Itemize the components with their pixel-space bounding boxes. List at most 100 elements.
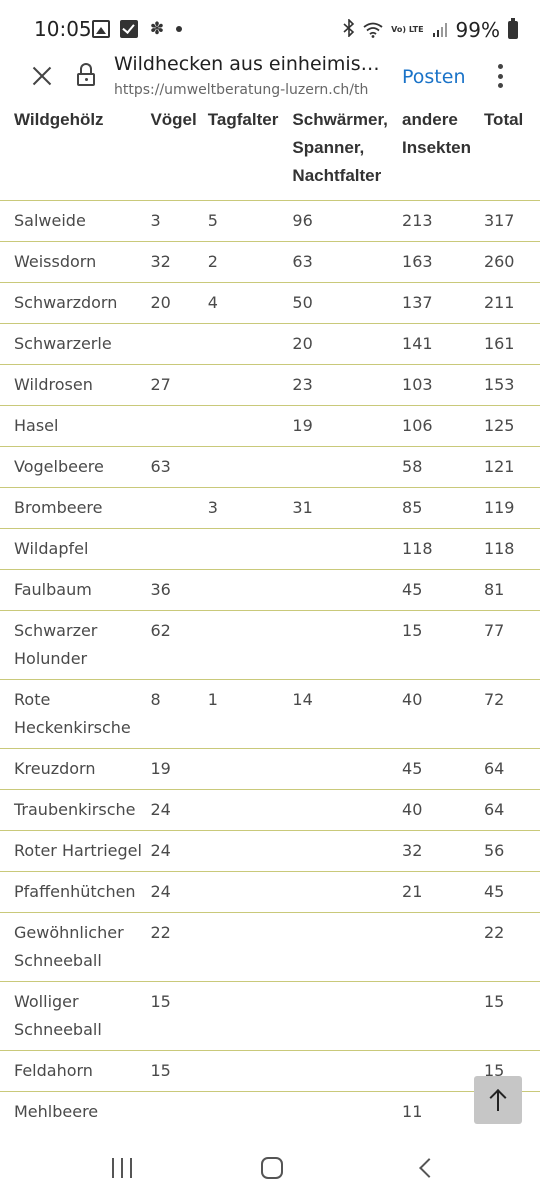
cell-total: 125 (483, 405, 540, 447)
arrow-up-icon[interactable] (474, 1076, 522, 1124)
cell-wildgehoelz: Traubenkirsche (0, 789, 151, 831)
cell-schwaermer: 23 (292, 364, 403, 406)
cell-tagfalter (207, 528, 293, 570)
cell-wildgehoelz: Feldahorn (0, 1050, 151, 1092)
cell-tagfalter (207, 323, 293, 365)
table-row: Faulbaum 36 45 81 (0, 569, 540, 611)
page-url[interactable]: https://umweltberatung-luzern.ch/th (114, 82, 369, 98)
cell-total: 15 (483, 981, 540, 1051)
cell-total: 22 (483, 912, 540, 982)
header-schwaermer: Schwärmer, Spanner, Nachtfalter (292, 106, 403, 201)
table-header-row: Wildgehölz Vögel Tagfalter Schwärmer, Sp… (0, 106, 540, 201)
navigation-bar (0, 1136, 540, 1200)
cell-total: 81 (483, 569, 540, 611)
recents-icon[interactable] (112, 1158, 132, 1178)
cell-total: 64 (483, 789, 540, 831)
table-row: Hasel 19 106 125 (0, 405, 540, 447)
cell-wildgehoelz: Weissdorn (0, 241, 151, 283)
cell-total: 72 (483, 679, 540, 749)
table-row: Schwarzerle 20 141 161 (0, 323, 540, 365)
cell-voegel (150, 323, 208, 365)
cell-andere-insekten: 15 (402, 610, 484, 680)
cell-wildgehoelz: Wildapfel (0, 528, 151, 570)
cell-andere-insekten: 11 (402, 1091, 484, 1132)
cell-tagfalter (207, 981, 293, 1051)
cell-wildgehoelz: Schwarzerle (0, 323, 151, 365)
cell-voegel (150, 405, 208, 447)
cell-voegel: 32 (150, 241, 208, 283)
cell-voegel: 24 (150, 789, 208, 831)
check-icon (120, 20, 138, 38)
more-vert-icon[interactable] (498, 64, 504, 88)
back-icon[interactable] (419, 1158, 439, 1178)
battery-icon (508, 18, 518, 39)
cell-tagfalter: 4 (207, 282, 293, 324)
table-row: Rote Heckenkirsche 8 1 14 40 72 (0, 679, 540, 749)
cell-schwaermer (292, 569, 403, 611)
cell-schwaermer (292, 1091, 403, 1132)
cell-wildgehoelz: Vogelbeere (0, 446, 151, 488)
cell-schwaermer (292, 912, 403, 982)
cell-total: 121 (483, 446, 540, 488)
dot-icon (176, 26, 182, 32)
cell-schwaermer: 14 (292, 679, 403, 749)
photo-icon (92, 20, 110, 38)
cell-tagfalter (207, 830, 293, 872)
cell-wildgehoelz: Rote Heckenkirsche (0, 679, 151, 749)
cell-schwaermer (292, 748, 403, 790)
header-voegel: Vögel (150, 106, 208, 201)
close-icon[interactable] (28, 62, 56, 90)
cell-tagfalter (207, 1091, 293, 1132)
battery-percentage: 99% (455, 18, 500, 42)
cell-voegel: 8 (150, 679, 208, 749)
table-row: Vogelbeere 63 58 121 (0, 446, 540, 488)
cell-voegel: 62 (150, 610, 208, 680)
cell-tagfalter (207, 610, 293, 680)
table-row: Pfaffenhütchen 24 21 45 (0, 871, 540, 913)
browser-toolbar: Wildhecken aus einheimisc... https://umw… (0, 46, 540, 106)
table-row: Feldahorn 15 15 (0, 1050, 540, 1092)
page-title[interactable]: Wildhecken aus einheimisc... (114, 53, 386, 75)
cell-wildgehoelz: Salweide (0, 200, 151, 242)
cell-total: 260 (483, 241, 540, 283)
cell-tagfalter (207, 569, 293, 611)
cell-tagfalter: 1 (207, 679, 293, 749)
cell-total: 77 (483, 610, 540, 680)
cell-voegel (150, 1091, 208, 1132)
cell-tagfalter (207, 1050, 293, 1092)
cell-voegel: 63 (150, 446, 208, 488)
cell-voegel: 15 (150, 1050, 208, 1092)
cell-andere-insekten: 58 (402, 446, 484, 488)
table-row: Wildapfel 118 118 (0, 528, 540, 570)
cell-voegel: 24 (150, 871, 208, 913)
system-icons: Vo) LTE 99% (343, 18, 518, 42)
cell-tagfalter (207, 789, 293, 831)
cell-schwaermer: 63 (292, 241, 403, 283)
cell-schwaermer: 96 (292, 200, 403, 242)
cell-total: 118 (483, 528, 540, 570)
cell-voegel: 20 (150, 282, 208, 324)
home-icon[interactable] (261, 1157, 283, 1179)
lock-icon[interactable] (76, 62, 96, 88)
cell-schwaermer: 20 (292, 323, 403, 365)
cell-andere-insekten: 141 (402, 323, 484, 365)
cell-schwaermer (292, 1050, 403, 1092)
content-area[interactable]: Wildgehölz Vögel Tagfalter Schwärmer, Sp… (0, 106, 540, 1136)
cell-wildgehoelz: Gewöhnlicher Schneeball (0, 912, 151, 982)
cell-tagfalter (207, 405, 293, 447)
cell-schwaermer (292, 830, 403, 872)
header-andere-insekten: andere Insekten (402, 106, 484, 201)
cell-total: 317 (483, 200, 540, 242)
cell-andere-insekten: 32 (402, 830, 484, 872)
table-row: Wolliger Schneeball 15 15 (0, 981, 540, 1051)
cell-andere-insekten (402, 912, 484, 982)
table-row: Brombeere 3 31 85 119 (0, 487, 540, 529)
posten-button[interactable]: Posten (402, 66, 466, 88)
cell-tagfalter (207, 871, 293, 913)
cell-tagfalter: 2 (207, 241, 293, 283)
wildgehoelz-table: Wildgehölz Vögel Tagfalter Schwärmer, Sp… (0, 106, 540, 1132)
table-body: Salweide 3 5 96 213 317 Weissdorn 32 2 63 163 260 Sc… (0, 200, 540, 1132)
cell-andere-insekten (402, 981, 484, 1051)
cell-andere-insekten: 103 (402, 364, 484, 406)
cell-total: 64 (483, 748, 540, 790)
